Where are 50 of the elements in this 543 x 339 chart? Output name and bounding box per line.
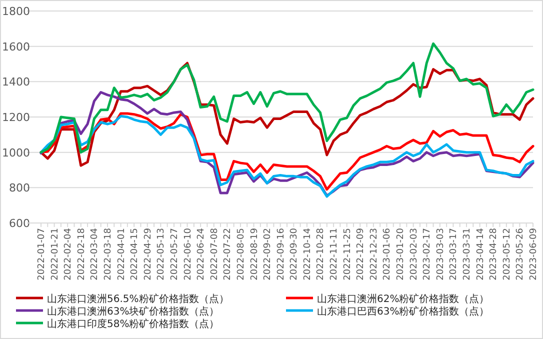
x-tick-label: 2022-06-10 [183,228,194,280]
y-tick-label: 600 [9,217,30,230]
x-tick-label: 2022-12-09 [356,228,366,280]
x-tick-label: 2023-03-03 [436,228,446,280]
x-tick-label: 2023-04-28 [489,228,500,280]
x-tick-label: 2022-08-05 [236,228,246,280]
legend-label: 山东港口澳洲63%块矿价格指数（点） [47,306,220,318]
x-tick-label: 2023-05-26 [516,228,526,280]
x-tick-label: 2022-01-21 [50,228,60,280]
legend-label: 山东港口印度58%粉矿价格指数（点） [47,318,220,330]
legend-label: 山东港口澳洲56.5%粉矿价格指数（点） [47,293,229,305]
x-tick-label: 2022-04-29 [143,228,154,280]
x-tick-label: 2023-02-03 [409,228,420,280]
x-tick-label: 2022-04-15 [130,228,140,280]
y-tick-label: 1600 [2,40,30,54]
y-tick-label: 1400 [2,76,30,89]
x-tick-label: 2023-01-20 [396,228,406,280]
y-tick-label: 800 [9,182,30,195]
x-tick-label: 2022-07-22 [223,228,234,280]
x-tick-label: 2022-08-19 [250,228,260,280]
x-tick-label: 2022-12-23 [369,228,380,280]
y-tick-label: 1200 [2,111,30,124]
y-tick-label: 1800 [2,5,30,18]
x-tick-label: 2022-06-24 [196,228,207,280]
x-tick-label: 2022-03-18 [103,228,114,280]
x-tick-label: 2022-03-04 [90,228,100,280]
legend-label: 山东港口巴西63%粉矿价格指数（点） [317,306,490,318]
x-tick-label: 2023-03-31 [462,228,473,280]
x-tick-label: 2022-10-28 [316,228,326,280]
x-tick-label: 2023-05-12 [502,228,512,280]
x-tick-label: 2023-04-14 [476,228,486,280]
x-tick-label: 2023-02-17 [422,228,433,280]
x-tick-label: 2022-09-30 [290,228,300,280]
legend-label: 山东港口澳洲62%粉矿价格指数（点） [317,293,490,305]
x-tick-label: 2022-02-18 [76,228,87,280]
x-tick-label: 2022-02-04 [64,228,74,280]
x-tick-label: 2022-04-01 [116,228,127,280]
x-tick-label: 2022-10-14 [302,228,313,280]
x-tick-label: 2022-11-11 [330,228,340,280]
x-tick-label: 2022-07-08 [210,228,220,280]
y-tick-label: 1000 [2,146,30,160]
x-tick-label: 2022-09-16 [276,228,286,280]
x-tick-label: 2023-01-06 [382,228,393,280]
x-tick-label: 2023-06-09 [529,228,539,280]
x-tick-label: 2022-05-13 [156,228,167,280]
x-tick-label: 2022-11-25 [342,228,353,280]
x-tick-label: 2022-01-07 [37,228,47,280]
x-tick-label: 2023-03-17 [449,228,460,280]
x-tick-label: 2022-09-02 [263,228,274,280]
x-tick-label: 2022-05-27 [170,228,180,280]
